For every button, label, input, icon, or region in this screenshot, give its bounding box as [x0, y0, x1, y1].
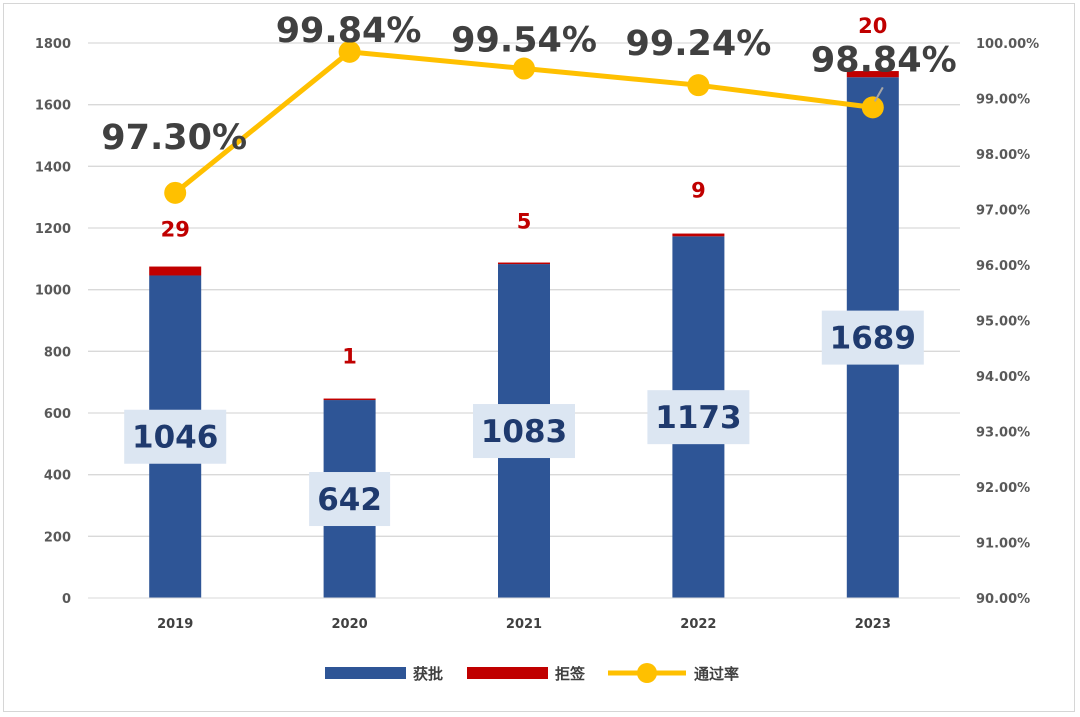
right-tick-label: 100.00%: [976, 37, 1039, 52]
right-tick-label: 94.00%: [976, 370, 1030, 385]
right-tick-label: 91.00%: [976, 537, 1030, 552]
bar-rejected: [498, 262, 550, 265]
approved-label-box: [821, 310, 924, 365]
bars: [149, 71, 899, 599]
legend: 获批 拒签 通过率: [325, 663, 739, 683]
rejected-label: 5: [517, 210, 532, 234]
left-tick-label: 1800: [35, 37, 71, 52]
rejected-label: 29: [161, 218, 190, 242]
rate-label: 99.24%: [626, 24, 772, 64]
legend-swatch-rate-marker: [637, 663, 657, 683]
approved-label-box: [309, 472, 391, 527]
rate-label: 99.54%: [451, 21, 597, 61]
right-tick-label: 92.00%: [976, 481, 1030, 496]
legend-label-approved: 获批: [413, 665, 443, 683]
gridlines: [88, 42, 960, 537]
legend-swatch-rejected: [467, 667, 548, 679]
right-tick-label: 90.00%: [976, 592, 1030, 607]
rate-label-leader: [873, 86, 884, 102]
approved-label: 1173: [655, 400, 741, 436]
bar-rejected: [323, 398, 376, 401]
rate-point: [164, 181, 187, 204]
right-tick-label: 97.00%: [976, 204, 1030, 219]
approved-label-box: [647, 390, 750, 445]
rate-label: 99.84%: [276, 11, 422, 51]
rate-point: [861, 96, 884, 119]
legend-label-rate: 通过率: [694, 665, 739, 683]
rate-line: [164, 40, 884, 204]
left-tick-label: 0: [62, 592, 71, 607]
left-tick-label: 200: [44, 530, 71, 545]
rejected-label: 9: [691, 179, 706, 203]
rate-point: [687, 74, 710, 97]
left-axis-ticks: 0 200 400 600 800 1000 1200 1400 1600 1800: [35, 37, 71, 607]
bar-rejected: [149, 266, 202, 276]
legend-label-rejected: 拒签: [555, 665, 586, 683]
approved-label: 1083: [481, 414, 567, 450]
approved-label-box: [473, 404, 575, 459]
left-tick-label: 1600: [35, 99, 71, 114]
x-tick-label: 2021: [506, 617, 542, 632]
x-tick-label: 2023: [855, 617, 891, 632]
approved-label: 1689: [830, 321, 916, 357]
rate-label: 97.30%: [101, 118, 247, 158]
right-tick-label: 98.00%: [976, 148, 1030, 163]
rate-label: 98.84%: [811, 40, 957, 80]
rejected-label: 1: [342, 345, 357, 369]
rejected-label: 20: [858, 14, 887, 38]
rate-point: [513, 57, 535, 80]
x-tick-label: 2019: [157, 617, 193, 632]
left-tick-label: 1200: [35, 222, 71, 237]
x-tick-label: 2020: [332, 617, 368, 632]
right-tick-label: 96.00%: [976, 259, 1030, 274]
approved-label: 642: [317, 482, 382, 518]
left-tick-label: 400: [44, 469, 71, 484]
x-axis-ticks: 2019 2020 2021 2022 2023: [157, 617, 891, 632]
left-tick-label: 800: [44, 345, 71, 360]
right-tick-label: 99.00%: [976, 93, 1030, 108]
right-tick-label: 95.00%: [976, 315, 1030, 330]
rate-point: [338, 40, 361, 63]
bar-rejected: [672, 233, 725, 237]
bar-rejected: [846, 71, 899, 78]
right-tick-label: 93.00%: [976, 426, 1030, 441]
left-tick-label: 600: [44, 407, 71, 422]
approved-label-box: [124, 409, 227, 464]
left-tick-label: 1000: [35, 284, 71, 299]
data-labels: 1046 642 1083 1173 1689 29 1 5 9 20 97.30% 99.84% 99…: [101, 11, 957, 527]
left-tick-label: 1400: [35, 160, 71, 175]
approved-label: 1046: [132, 420, 218, 456]
legend-swatch-approved: [325, 667, 406, 679]
x-tick-label: 2022: [680, 617, 716, 632]
right-axis-ticks: 90.00% 91.00% 92.00% 93.00% 94.00% 95.00% 96.0…: [976, 37, 1039, 607]
